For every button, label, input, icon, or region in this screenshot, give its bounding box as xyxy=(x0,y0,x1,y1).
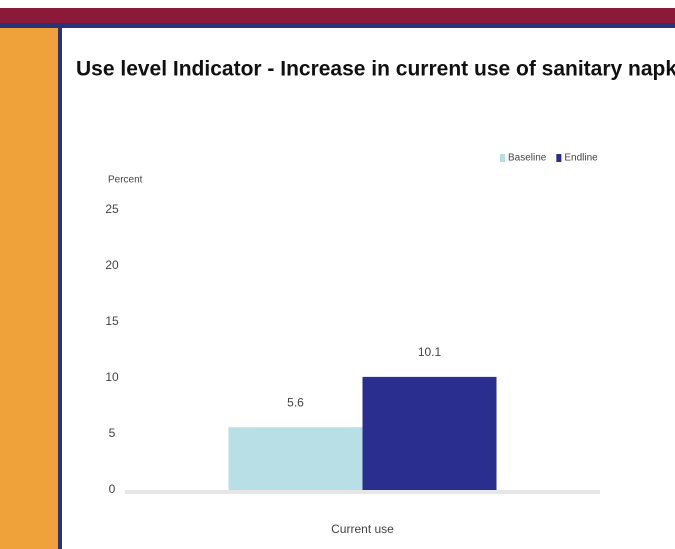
data-label: 10.1 xyxy=(418,345,442,359)
legend-label: Endline xyxy=(564,153,598,164)
legend-swatch xyxy=(556,154,562,162)
y-tick-label: 20 xyxy=(105,258,119,272)
y-tick-label: 25 xyxy=(105,202,119,216)
legend-swatch xyxy=(500,154,505,162)
side-stripe xyxy=(0,28,58,549)
top-line xyxy=(0,23,675,28)
bar xyxy=(228,427,363,490)
legend-label: Baseline xyxy=(508,153,547,164)
y-tick-label: 15 xyxy=(105,314,119,328)
x-tick-label: Current use xyxy=(331,522,394,536)
bar xyxy=(362,376,497,490)
top-bar xyxy=(0,8,675,23)
floor xyxy=(125,490,600,494)
side-line xyxy=(58,28,62,549)
y-axis-label: Percent xyxy=(108,175,143,186)
y-tick-label: 5 xyxy=(109,426,116,440)
y-tick-label: 0 xyxy=(109,482,116,496)
y-tick-label: 10 xyxy=(105,370,119,384)
chart-title: Use level Indicator - Increase in curren… xyxy=(76,58,675,81)
data-label: 5.6 xyxy=(287,395,304,409)
